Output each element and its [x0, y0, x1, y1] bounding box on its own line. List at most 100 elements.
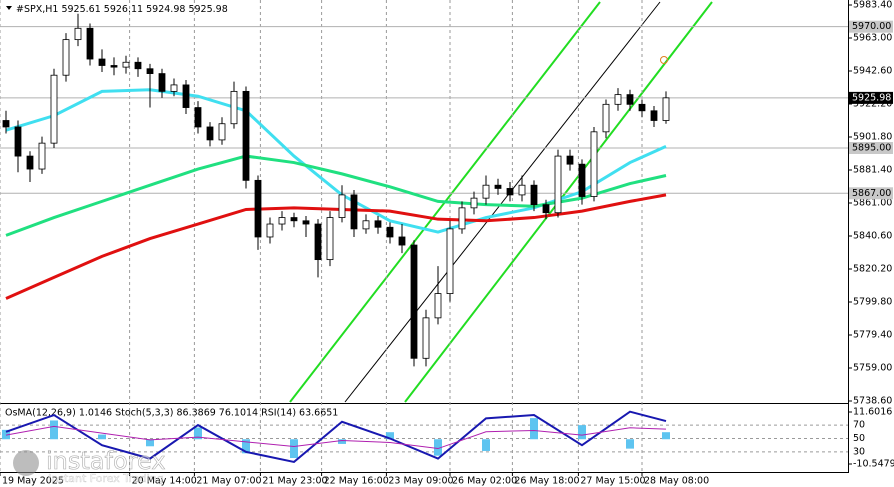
- y-tick-label: 70: [853, 420, 865, 431]
- y-tick-label: 5840.60: [853, 231, 892, 242]
- candle-body: [230, 90, 238, 125]
- y2-tick-label: -10.5479: [853, 459, 894, 470]
- candle-body: [446, 228, 454, 294]
- quote: 5924.98: [146, 4, 185, 15]
- candle-body: [362, 220, 370, 230]
- level-label-box: [849, 20, 893, 33]
- candle-body: [422, 317, 430, 359]
- x-tick-label: 21 May 23:00: [262, 476, 327, 487]
- y-tick-label: 5799.80: [853, 297, 892, 308]
- symbol-arrow: [6, 6, 12, 10]
- candle-body: [350, 194, 358, 230]
- x-tick-label: 28 May 08:00: [644, 476, 709, 487]
- osma-bar: [530, 418, 538, 440]
- chart-header: #SPX,H1 5925.61 5926.11 5924.98 5925.98: [16, 4, 228, 15]
- candle-body: [110, 65, 118, 68]
- osma-bar: [146, 439, 154, 447]
- candle-body: [578, 163, 586, 197]
- candle-body: [26, 155, 34, 170]
- candle-body: [410, 244, 418, 359]
- candle-body: [398, 236, 406, 246]
- y-tick-label: 5881.40: [853, 165, 892, 176]
- candle-body: [62, 39, 70, 76]
- candle-body: [206, 126, 214, 141]
- moving-average: [5, 154, 667, 237]
- oscillator-line: [5, 425, 667, 450]
- watermark-logo: [13, 450, 39, 476]
- y2-tick-label: 11.6016: [853, 407, 892, 418]
- candle-body: [290, 217, 298, 222]
- osma-bar: [290, 439, 298, 459]
- quote: 5925.61: [61, 4, 100, 15]
- y-tick-label: 5963.00: [853, 33, 892, 44]
- y-tick-label: 5779.40: [853, 330, 892, 341]
- candle-body: [602, 103, 610, 133]
- candle-body: [518, 184, 526, 196]
- symbol: #SPX,H1: [16, 4, 58, 15]
- osma-bar: [578, 425, 586, 440]
- candle-body: [146, 68, 154, 74]
- osma-bar: [386, 432, 394, 440]
- osma-bar: [626, 439, 634, 449]
- candle-body: [218, 123, 226, 141]
- watermark-tagline: Instant Forex Trading: [48, 472, 164, 485]
- oscillator-line: [5, 410, 667, 464]
- x-tick-label: 26 May 18:00: [514, 476, 579, 487]
- osma-bar: [662, 432, 670, 440]
- candle-body: [374, 220, 382, 228]
- y-tick-label: 30: [853, 446, 865, 457]
- candle-body: [650, 110, 658, 121]
- osma-bar: [434, 439, 442, 456]
- candle-body: [314, 223, 322, 261]
- x-tick-label: 27 May 15:00: [580, 476, 645, 487]
- x-tick-label: 19 May 2025: [2, 476, 64, 487]
- channel-mid-line: [344, 1, 661, 403]
- candle-body: [254, 179, 262, 238]
- candle-body: [458, 207, 466, 230]
- osma-bar: [242, 439, 250, 454]
- candle-body: [194, 107, 202, 128]
- candle-body: [302, 220, 310, 225]
- x-tick-label: 22 May 16:00: [324, 476, 389, 487]
- y-tick-label: 5901.80: [853, 132, 892, 143]
- candle-body: [278, 217, 286, 225]
- y-tick-label: 5922.20: [853, 99, 892, 110]
- y-tick-label: 5759.00: [853, 363, 892, 374]
- osma-bar: [338, 439, 346, 444]
- level-label-box: [849, 187, 893, 200]
- candle-body: [98, 58, 106, 66]
- candle-body: [86, 27, 94, 60]
- candle-body: [326, 217, 334, 261]
- y-tick-label: 5738.60: [853, 396, 892, 407]
- level-label: 5970.00: [852, 21, 891, 32]
- osma-bar: [98, 434, 106, 440]
- candle-body: [50, 74, 58, 144]
- candle-body: [482, 184, 490, 199]
- candle-body: [614, 94, 622, 105]
- candle-body: [242, 90, 250, 181]
- candle-body: [662, 97, 670, 121]
- x-tick-label: 23 May 09:00: [388, 476, 453, 487]
- y-tick-label: 50: [853, 433, 865, 444]
- candle-body: [74, 27, 82, 41]
- y-tick-label: 5820.20: [853, 264, 892, 275]
- candle-body: [266, 223, 274, 238]
- y-tick-label: 5983.40: [853, 0, 892, 11]
- candle-body: [134, 61, 142, 70]
- quote: 5926.11: [104, 4, 143, 15]
- candle-body: [434, 293, 442, 319]
- watermark-brand: instaforex: [46, 447, 166, 475]
- x-tick-label: 21 May 07:00: [196, 476, 261, 487]
- candle-body: [506, 188, 514, 196]
- candle-body: [158, 73, 166, 92]
- marker: [660, 56, 668, 64]
- quote: 5925.98: [188, 4, 227, 15]
- level-label: 5925.98: [852, 92, 891, 103]
- candle-body: [338, 194, 346, 218]
- level-label: 5867.00: [852, 188, 891, 199]
- x-tick-label: 26 May 02:00: [452, 476, 517, 487]
- osma-bar: [194, 427, 202, 440]
- candle-body: [2, 120, 10, 128]
- y-tick-label: 5942.60: [853, 66, 892, 77]
